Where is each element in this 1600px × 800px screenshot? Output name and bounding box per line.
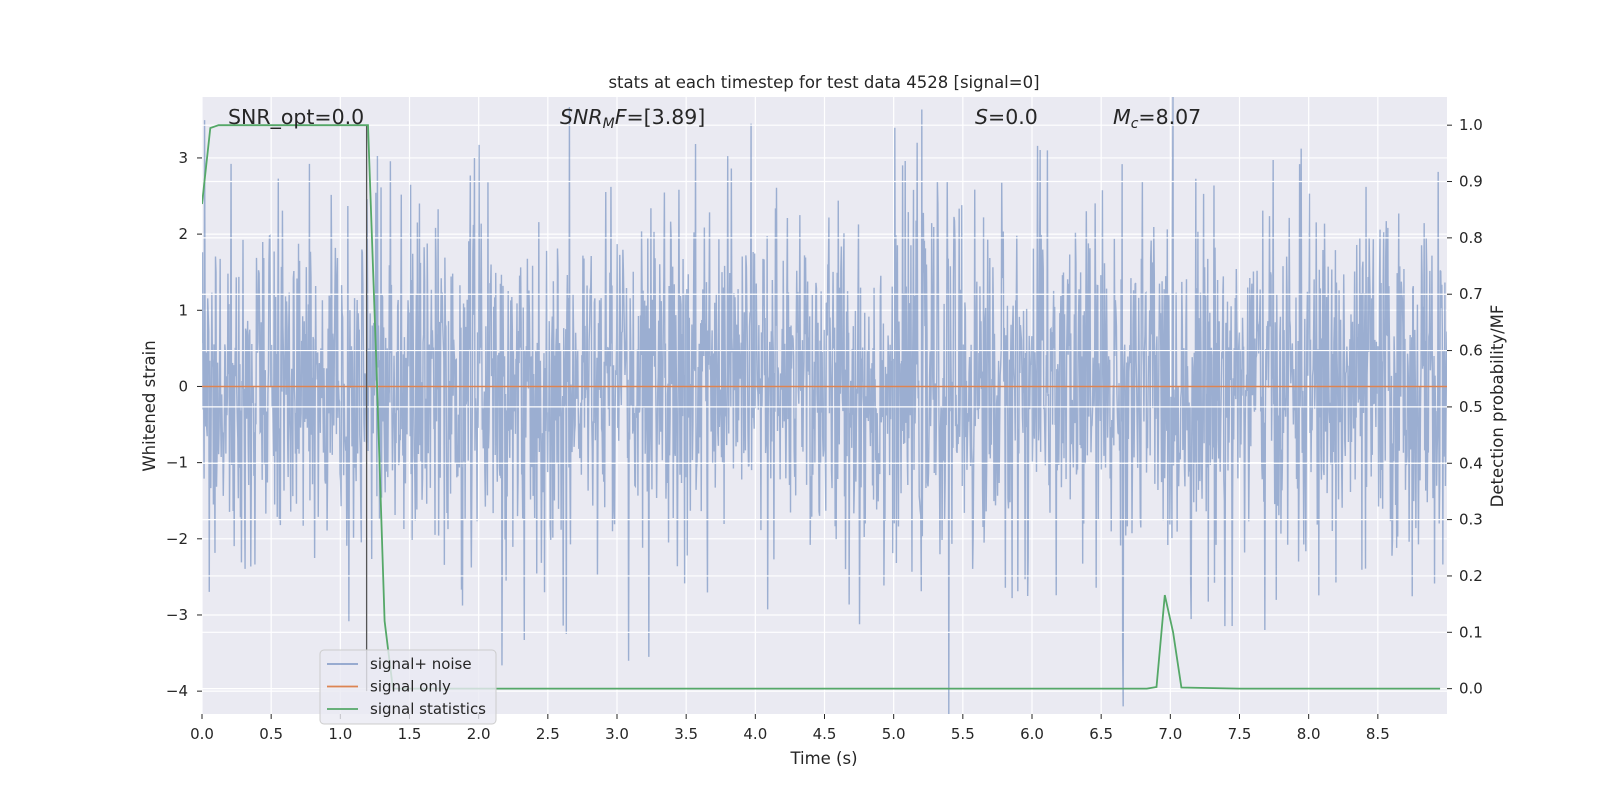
x-axis-label: Time (s): [789, 749, 857, 768]
right-y-tick-label: 0.9: [1459, 173, 1483, 191]
annotation-snr-opt: SNR_opt=0.0: [228, 105, 364, 130]
right-y-tick-label: 0.6: [1459, 342, 1483, 360]
signal-plus-noise-line: [202, 97, 1447, 714]
x-tick-label: 4.5: [813, 725, 837, 743]
x-tick-label: 0.0: [190, 725, 214, 743]
x-tick-label: 6.5: [1089, 725, 1113, 743]
left-y-tick-label: 3: [178, 149, 188, 167]
right-y-tick-label: 0.0: [1459, 680, 1483, 698]
x-tick-label: 5.5: [951, 725, 975, 743]
left-y-tick-label: 2: [178, 225, 188, 243]
right-y-tick-label: 0.1: [1459, 623, 1483, 641]
annotations: SNR_opt=0.0 SNRMF=[3.89] S=0.0 Mc=8.07: [228, 105, 1201, 132]
left-y-tick-label: −3: [166, 606, 188, 624]
x-tick-label: 1.5: [398, 725, 422, 743]
x-tick-label: 4.0: [743, 725, 767, 743]
right-y-tick-label: 0.3: [1459, 511, 1483, 529]
right-y-tick-label: 1.0: [1459, 116, 1483, 134]
right-y-tick-label: 0.5: [1459, 398, 1483, 416]
legend-label: signal only: [370, 678, 451, 696]
x-tick-label: 7.5: [1228, 725, 1252, 743]
x-tick-label: 6.0: [1020, 725, 1044, 743]
left-y-tick-label: −1: [166, 454, 188, 472]
left-y-tick-label: 1: [178, 301, 188, 319]
chart-title: stats at each timestep for test data 452…: [608, 73, 1039, 92]
x-tick-label: 3.5: [674, 725, 698, 743]
x-tick-label: 7.0: [1158, 725, 1182, 743]
legend-label: signal+ noise: [370, 655, 472, 673]
right-y-tick-label: 0.2: [1459, 567, 1483, 585]
right-y-tick-label: 0.7: [1459, 285, 1483, 303]
right-y-ticks: 1.0 0.9 0.8 0.7 0.6 0.5 0.4 0.3 0.2 0.1 0.0: [1447, 116, 1483, 698]
signal-plus-noise-series: [202, 97, 1447, 714]
x-tick-label: 1.0: [328, 725, 352, 743]
annotation-snr-mf: SNRMF=[3.89]: [560, 105, 705, 132]
x-tick-label: 2.0: [467, 725, 491, 743]
annotation-s: S=0.0: [975, 105, 1038, 129]
left-y-ticks: 3 2 1 0 −1 −2 −3 −4: [166, 149, 202, 700]
x-tick-label: 8.0: [1297, 725, 1321, 743]
legend: signal+ noise signal only signal statistic…: [319, 649, 497, 725]
right-y-tick-label: 0.8: [1459, 229, 1483, 247]
x-tick-label: 0.5: [259, 725, 283, 743]
left-y-tick-label: −4: [166, 682, 188, 700]
left-y-tick-label: 0: [178, 377, 188, 395]
right-y-axis-label: Detection probability/MF: [1488, 305, 1507, 508]
left-y-axis-label: Whitened strain: [140, 340, 159, 471]
x-tick-label: 2.5: [536, 725, 560, 743]
annotation-mc: Mc=8.07: [1113, 105, 1201, 132]
right-y-tick-label: 0.4: [1459, 454, 1483, 472]
signal-statistics-line: [202, 124, 1441, 690]
x-tick-label: 8.5: [1366, 725, 1390, 743]
legend-box: [319, 649, 497, 725]
x-ticks: 0.0 0.5 1.0 1.5 2.0 2.5 3.0 3.5 4.0 4.5 5.0 5.5 6.0 6…: [190, 714, 1390, 743]
signal-statistics-series: [202, 124, 1441, 692]
x-tick-label: 5.0: [882, 725, 906, 743]
legend-label: signal statistics: [370, 700, 486, 718]
x-tick-label: 3.0: [605, 725, 629, 743]
left-y-tick-label: −2: [166, 530, 188, 548]
